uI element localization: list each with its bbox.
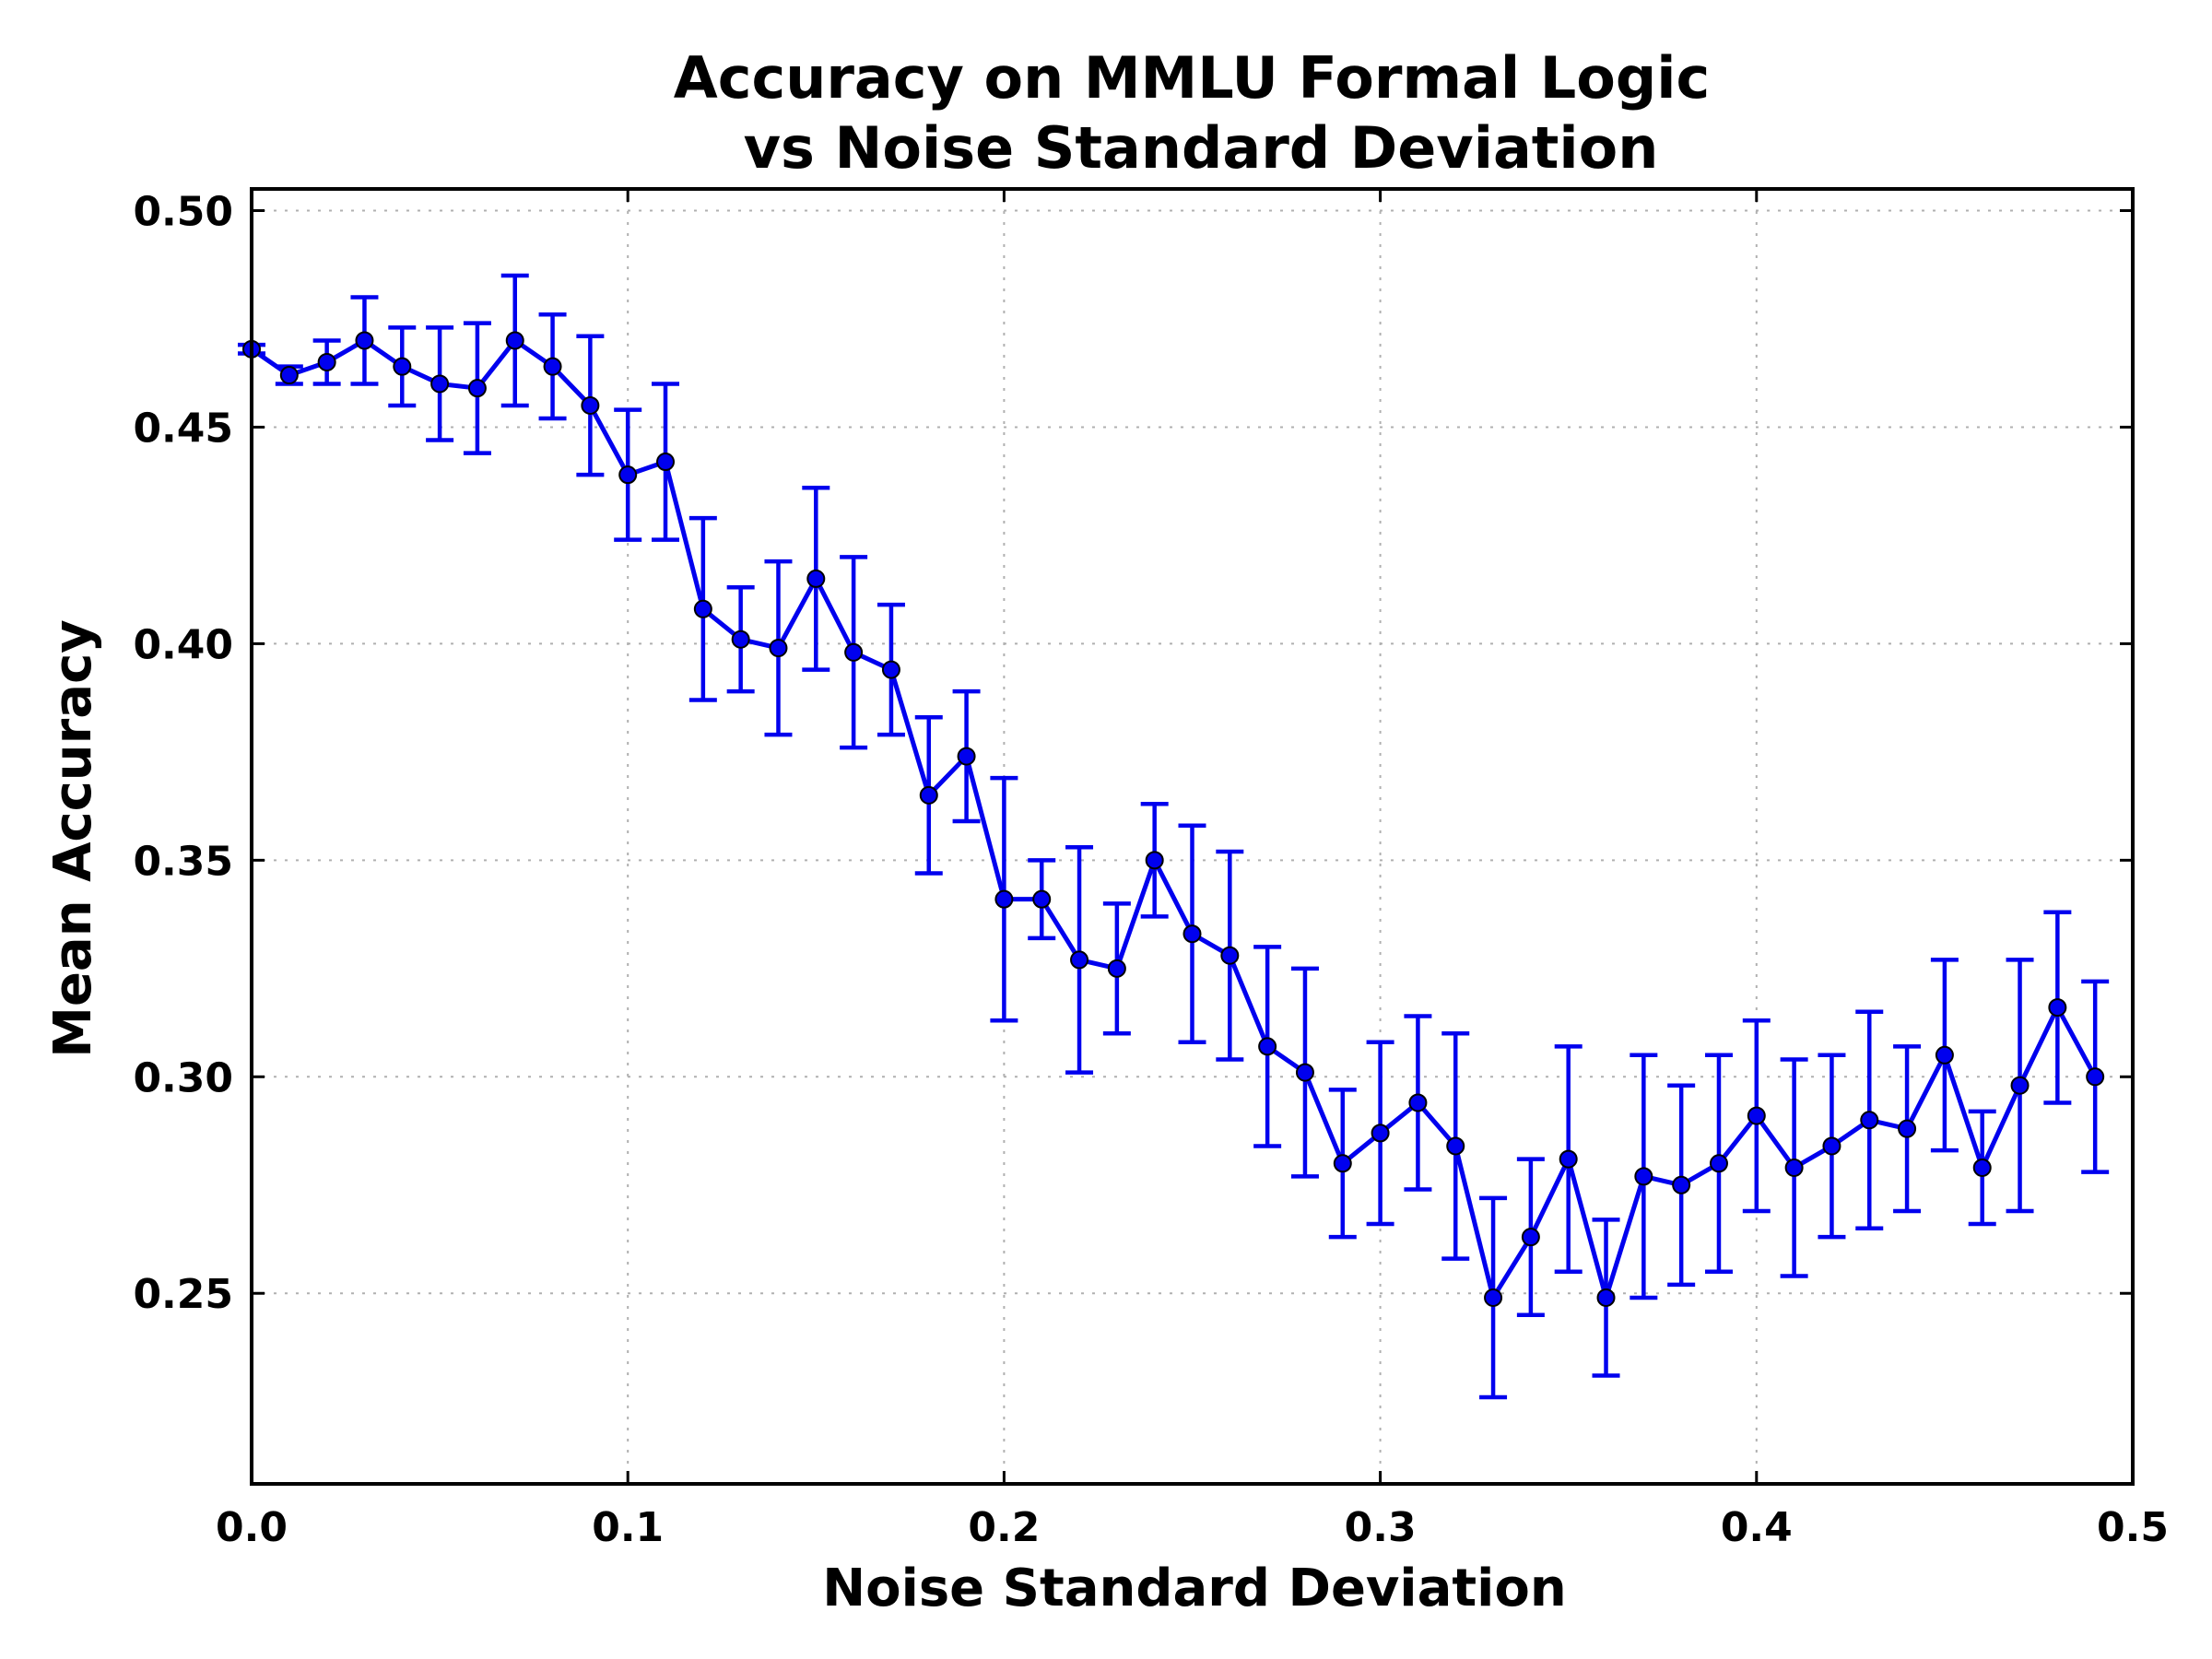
y-tick-label: 0.30	[133, 1054, 233, 1101]
x-tick-label: 0.2	[968, 1504, 1040, 1551]
data-point	[1747, 1106, 1766, 1125]
data-point	[881, 660, 900, 679]
data-point	[1484, 1288, 1503, 1307]
series-line	[250, 337, 2098, 1300]
data-point	[1220, 946, 1240, 965]
data-point	[1182, 924, 1202, 944]
data-point	[430, 374, 450, 394]
x-tick-label: 0.4	[1721, 1504, 1793, 1551]
data-point	[1070, 950, 1089, 970]
chart-title-line-1: Accuracy on MMLU Formal Logic	[674, 44, 1711, 112]
data-point	[844, 642, 864, 662]
data-point	[919, 785, 938, 805]
chart-title: Accuracy on MMLU Formal Logic vs Noise S…	[674, 44, 1711, 182]
data-point	[1333, 1154, 1352, 1173]
plot-area-border	[250, 187, 2135, 1486]
data-point	[1145, 851, 1164, 870]
data-point	[467, 379, 487, 398]
data-point	[957, 747, 976, 766]
data-point	[731, 629, 750, 649]
data-point	[769, 639, 788, 658]
x-axis-label: Noise Standard Deviation	[822, 1559, 1566, 1618]
data-point	[1032, 889, 1052, 909]
data-point	[693, 599, 712, 618]
data-point	[1898, 1119, 1917, 1138]
data-point	[2086, 1067, 2105, 1087]
data-point	[1672, 1175, 1691, 1194]
data-point	[393, 357, 412, 376]
y-tick-label: 0.25	[133, 1271, 233, 1318]
data-point	[1822, 1136, 1841, 1156]
y-axis-label: Mean Accuracy	[43, 619, 103, 1058]
data-point	[1972, 1158, 1992, 1177]
y-tick-label: 0.40	[133, 621, 233, 668]
data-point	[1596, 1288, 1616, 1307]
tick-labels: 0.0 0.1 0.2 0.3 0.4 0.5 0.25 0.30 0.35 0.40 0.45 0.…	[133, 188, 2169, 1551]
data-point	[1559, 1149, 1578, 1169]
data-point	[618, 465, 638, 485]
y-tick-label: 0.45	[133, 405, 233, 452]
data-point	[1371, 1124, 1390, 1143]
data-point	[1634, 1167, 1653, 1186]
data-point	[505, 331, 524, 350]
error-bars	[238, 273, 2110, 1400]
data-point	[581, 395, 600, 415]
plot-frame	[250, 187, 2135, 1486]
chart-title-line-2: vs Noise Standard Deviation	[744, 114, 1659, 182]
data-point	[1935, 1045, 1954, 1065]
data-point	[1446, 1136, 1465, 1156]
data-point	[543, 357, 562, 376]
x-tick-label: 0.0	[216, 1504, 288, 1551]
data-point	[1521, 1228, 1540, 1247]
data-point	[1860, 1111, 1879, 1130]
data-point	[994, 889, 1014, 909]
data-point	[2010, 1076, 2030, 1095]
data-series	[242, 331, 2105, 1307]
data-point	[1258, 1037, 1277, 1056]
data-point	[806, 569, 826, 588]
data-point	[1295, 1063, 1314, 1082]
data-point	[317, 352, 336, 371]
x-tick-label: 0.3	[1345, 1504, 1417, 1551]
data-point	[1784, 1158, 1804, 1177]
data-point	[1709, 1154, 1728, 1173]
data-point	[355, 331, 374, 350]
data-point	[656, 453, 676, 472]
data-point	[2048, 998, 2067, 1018]
data-point	[1408, 1093, 1428, 1112]
x-tick-label: 0.5	[2097, 1504, 2169, 1551]
data-point	[279, 366, 299, 385]
data-point	[1107, 959, 1126, 978]
x-tick-label: 0.1	[592, 1504, 664, 1551]
y-tick-label: 0.50	[133, 188, 233, 235]
y-tick-label: 0.35	[133, 838, 233, 885]
